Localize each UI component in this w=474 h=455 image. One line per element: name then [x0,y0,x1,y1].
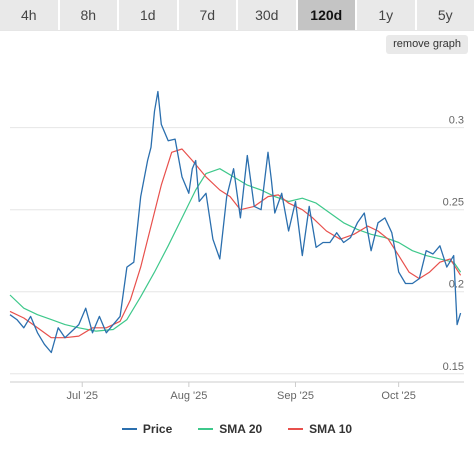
legend-label-sma10: SMA 10 [309,422,353,436]
tab-1y[interactable]: 1y [357,0,417,30]
tab-4h[interactable]: 4h [0,0,60,30]
y-tick-label: 0.25 [443,197,464,209]
price-line [9,90,462,354]
sma20-line [9,168,462,332]
tab-120d[interactable]: 120d [297,0,357,30]
legend-swatch-price [121,428,137,430]
price-chart: 0.15 0.2 0.25 0.3 Jul '25 Aug '25 Sep '25 Oct '… [9,90,464,402]
tab-7d[interactable]: 7d [178,0,238,30]
tab-8h[interactable]: 8h [59,0,119,30]
range-tabs: 4h 8h 1d 7d 30d 120d 1y 5y [0,0,474,31]
legend-item-price[interactable]: Price [121,422,173,436]
x-tick-label: Jul '25 [67,390,98,402]
tab-5y[interactable]: 5y [416,0,474,30]
x-tick-label: Sep '25 [277,390,314,402]
y-tick-label: 0.15 [443,361,464,373]
x-tick-label: Aug '25 [170,390,207,402]
legend-swatch-sma10 [288,428,304,430]
y-tick-label: 0.3 [449,115,464,127]
legend-label-sma20: SMA 20 [219,422,263,436]
legend-label-price: Price [142,422,173,436]
legend-item-sma10[interactable]: SMA 10 [288,422,352,436]
x-tick-label: Oct '25 [381,390,416,402]
legend-swatch-sma20 [198,428,214,430]
remove-graph-button[interactable]: remove graph [386,35,468,54]
y-tick-label: 0.2 [449,279,464,291]
tab-30d[interactable]: 30d [238,0,298,30]
chart-legend: Price SMA 20 SMA 10 [0,418,474,440]
tab-1d[interactable]: 1d [119,0,179,30]
legend-item-sma20[interactable]: SMA 20 [198,422,262,436]
